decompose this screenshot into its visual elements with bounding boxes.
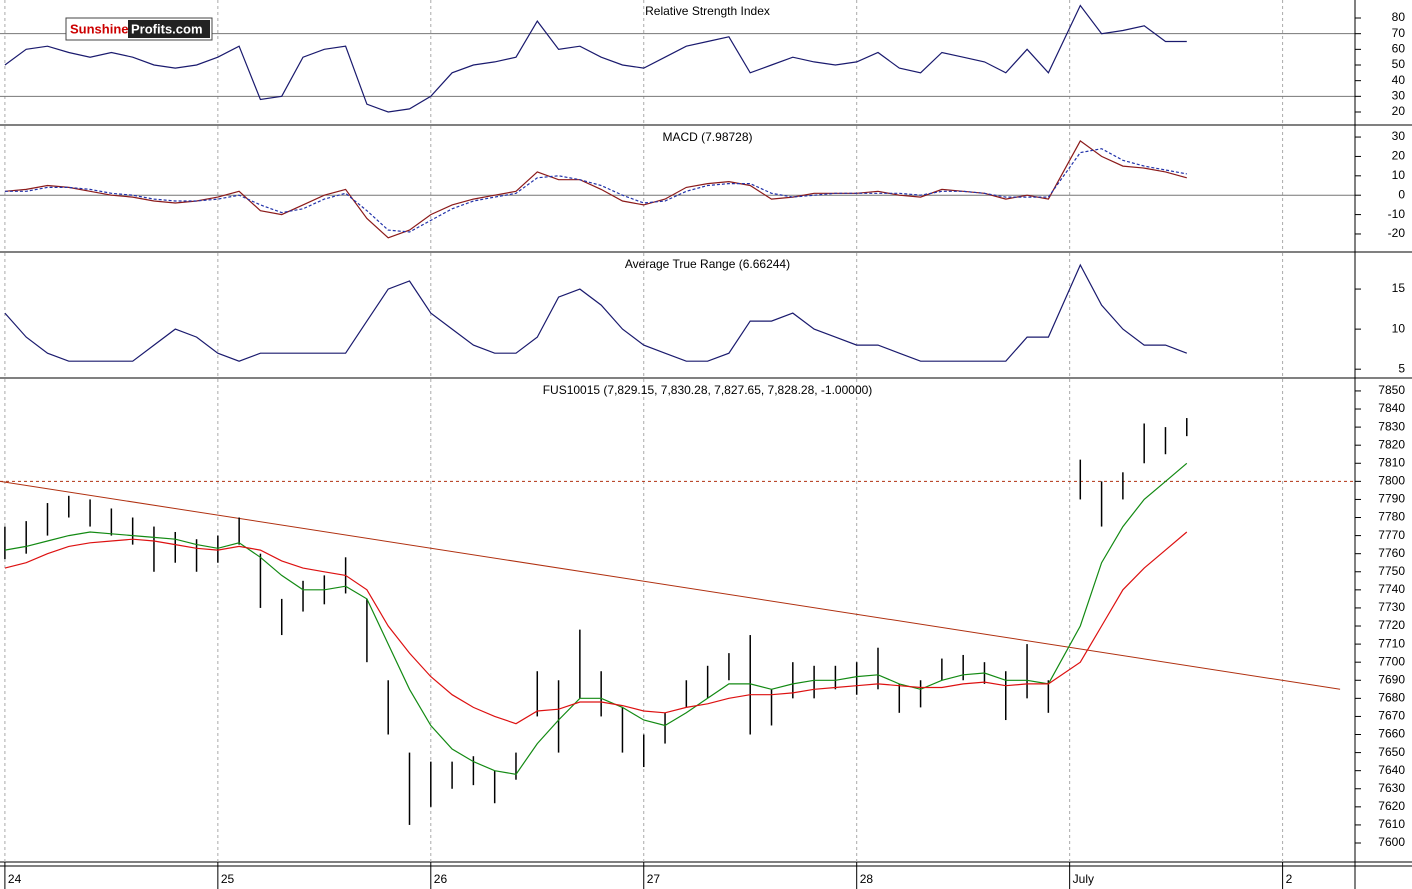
y-tick-label: 7770 (1378, 528, 1405, 542)
series-line (4, 148, 1187, 233)
y-tick-label: 50 (1392, 57, 1406, 71)
y-tick-label: 7650 (1378, 745, 1405, 759)
series-line (4, 531, 1188, 725)
x-tick-label: 2 (1286, 872, 1293, 886)
y-tick-label: 5 (1398, 361, 1405, 375)
y-tick-label: 7810 (1378, 455, 1405, 469)
y-tick-label: 7630 (1378, 781, 1405, 795)
y-tick-label: 7800 (1378, 474, 1405, 488)
y-tick-label: 7600 (1378, 835, 1405, 849)
panel-title: Average True Range (6.66244) (625, 257, 790, 271)
series-line (4, 4, 1187, 113)
y-tick-label: 10 (1392, 168, 1406, 182)
y-tick-label: 10 (1392, 321, 1406, 335)
series-line (4, 263, 1188, 362)
logo-left (68, 20, 128, 38)
x-tick-label: 25 (221, 872, 235, 886)
y-tick-label: 7640 (1378, 763, 1405, 777)
y-tick-label: 7760 (1378, 546, 1405, 560)
y-tick-label: 80 (1392, 10, 1406, 24)
y-tick-label: 7690 (1378, 672, 1405, 686)
y-tick-label: 7710 (1378, 636, 1405, 650)
y-tick-label: 7700 (1378, 654, 1405, 668)
y-tick-label: 7840 (1378, 401, 1405, 415)
y-tick-label: 7680 (1378, 691, 1405, 705)
y-tick-label: 20 (1392, 104, 1406, 118)
y-tick-label: 7730 (1378, 600, 1405, 614)
x-tick-label: 28 (860, 872, 874, 886)
x-tick-label: 27 (647, 872, 661, 886)
panel-title: Relative Strength Index (645, 4, 770, 18)
y-tick-label: 70 (1392, 26, 1406, 40)
y-tick-label: 30 (1392, 129, 1406, 143)
y-tick-label: 7660 (1378, 727, 1405, 741)
logo: Sunshine Profits.com (65, 17, 213, 41)
y-tick-label: 60 (1392, 42, 1406, 56)
y-tick-label: 7620 (1378, 799, 1405, 813)
y-tick-label: -20 (1388, 226, 1406, 240)
x-tick-label: 24 (8, 872, 22, 886)
logo-text: Profits.com (131, 21, 203, 36)
y-tick-label: 7830 (1378, 419, 1405, 433)
y-tick-label: 7670 (1378, 709, 1405, 723)
y-tick-label: 40 (1392, 73, 1406, 87)
y-tick-label: 7740 (1378, 582, 1405, 596)
logo-right (128, 20, 210, 38)
y-tick-label: 7780 (1378, 510, 1405, 524)
y-tick-label: 0 (1398, 187, 1405, 201)
trendline (0, 480, 1341, 690)
y-tick-label: 7820 (1378, 437, 1405, 451)
x-tick-label: July (1073, 872, 1094, 886)
y-tick-label: 7850 (1378, 383, 1405, 397)
y-tick-label: 15 (1392, 281, 1406, 295)
y-tick-label: 20 (1392, 149, 1406, 163)
y-tick-label: 7790 (1378, 492, 1405, 506)
series-line (4, 462, 1188, 775)
y-tick-label: 7720 (1378, 618, 1405, 632)
y-tick-label: 30 (1392, 89, 1406, 103)
logo-text: Sunshine (70, 21, 129, 36)
y-tick-label: 7750 (1378, 564, 1405, 578)
y-tick-label: 7610 (1378, 817, 1405, 831)
x-tick-label: 26 (434, 872, 448, 886)
panel-title: FUS10015 (7,829.15, 7,830.28, 7,827.65, … (543, 383, 873, 397)
panel-title: MACD (7.98728) (662, 130, 752, 144)
y-tick-label: -10 (1388, 207, 1406, 221)
